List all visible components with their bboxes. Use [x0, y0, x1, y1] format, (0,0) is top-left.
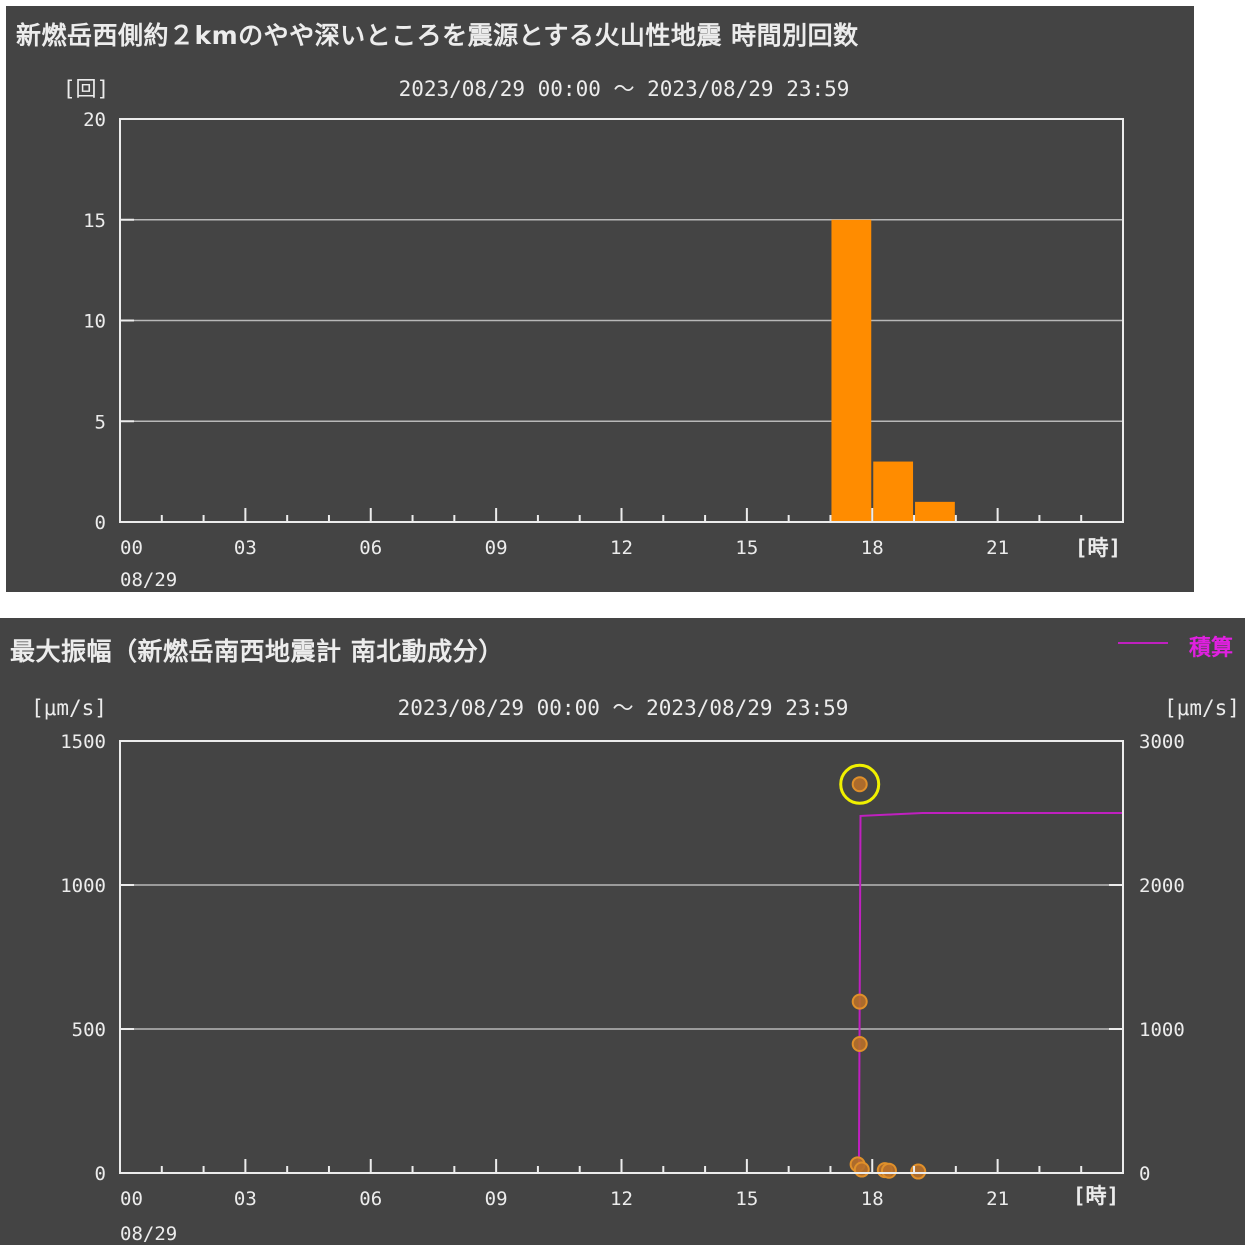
x-tick-label: 09: [485, 537, 508, 559]
y-tick-label: 20: [83, 109, 106, 131]
chart1-xlabel: [時]: [1075, 536, 1121, 560]
x-tick-label: 03: [234, 537, 257, 559]
chart1-grid: [120, 219, 1123, 422]
chart2-date-label: 08/29: [120, 1223, 177, 1245]
bar: [831, 219, 872, 522]
x-tick-label: 12: [610, 537, 633, 559]
chart2-grid: [120, 884, 1123, 1030]
y-tick-label: 500: [72, 1019, 106, 1041]
y-tick-label: 15: [83, 210, 106, 232]
chart1-svg: [回] 2023/08/29 00:00 〜 2023/08/29 23:59 …: [63, 77, 1124, 591]
chart1-subtitle: 2023/08/29 00:00 〜 2023/08/29 23:59: [399, 77, 850, 101]
x-tick-label: 15: [735, 1188, 758, 1210]
data-point: [851, 993, 868, 1010]
y-tick-label: 1000: [60, 875, 106, 897]
bar: [873, 461, 914, 522]
x-tick-label: 18: [861, 1188, 884, 1210]
max-amplitude-panel: 最大振幅（新燃岳南西地震計 南北動成分） [μm/s] [μm/s] 2023/…: [0, 618, 1245, 1245]
y2-tick-label: 1000: [1139, 1019, 1185, 1041]
x-tick-label: 18: [861, 537, 884, 559]
x-tick-label: 21: [986, 537, 1009, 559]
chart1-title: 新燃岳西側約２kmのやや深いところを震源とする火山性地震 時間別回数: [16, 21, 859, 50]
chart2-y2label: [μm/s]: [1164, 696, 1240, 720]
chart2-cumulative-line: [120, 812, 1123, 1174]
x-tick-label: 03: [234, 1188, 257, 1210]
legend-label-cumulative: 積算: [1188, 636, 1233, 661]
chart2-xlabel: [時]: [1073, 1184, 1119, 1208]
data-point: [851, 776, 868, 793]
x-tick-label: 15: [735, 537, 758, 559]
data-point: [880, 1162, 897, 1179]
x-tick-label: 00: [120, 537, 143, 559]
x-tick-label: 06: [359, 537, 382, 559]
chart2-ylabel: [μm/s]: [31, 696, 107, 720]
y2-tick-label: 2000: [1139, 875, 1185, 897]
cumulative-line: [120, 812, 1123, 1174]
x-tick-label: 09: [485, 1188, 508, 1210]
y-tick-label: 0: [95, 512, 106, 534]
chart1-bars: [831, 219, 955, 522]
data-point: [851, 1035, 868, 1052]
y-tick-label: 5: [95, 411, 106, 433]
chart1-ylabel: [回]: [63, 77, 109, 101]
y-tick-label: 10: [83, 311, 106, 333]
chart2-title: 最大振幅（新燃岳南西地震計 南北動成分）: [10, 637, 504, 666]
y-tick-label: 1500: [60, 731, 106, 753]
x-tick-label: 00: [120, 1188, 143, 1210]
y2-tick-label: 0: [1139, 1163, 1150, 1185]
y-tick-label: 0: [95, 1163, 106, 1185]
hourly-count-panel: 新燃岳西側約２kmのやや深いところを震源とする火山性地震 時間別回数 [回] 2…: [6, 6, 1194, 592]
chart1-date-label: 08/29: [120, 569, 177, 591]
chart2-subtitle: 2023/08/29 00:00 〜 2023/08/29 23:59: [398, 696, 849, 720]
highlight-ring: [839, 763, 881, 805]
chart2-svg: [μm/s] [μm/s] 2023/08/29 00:00 〜 2023/08…: [31, 642, 1240, 1245]
chart2-axes: 0 500 1000 1500 0 1000 2000 3000 00 03 06 09 12 15 18 2…: [60, 731, 1185, 1210]
chart1-axes: 0 5 10 15 20 00 03 06 09 12 15 18 21: [83, 109, 1124, 559]
x-tick-label: 21: [986, 1188, 1009, 1210]
x-tick-label: 12: [610, 1188, 633, 1210]
x-tick-label: 06: [359, 1188, 382, 1210]
y2-tick-label: 3000: [1139, 731, 1185, 753]
bar: [915, 501, 955, 522]
chart2-points: [839, 763, 927, 1180]
plot-frame: [119, 740, 1124, 1174]
data-point: [853, 1161, 870, 1178]
